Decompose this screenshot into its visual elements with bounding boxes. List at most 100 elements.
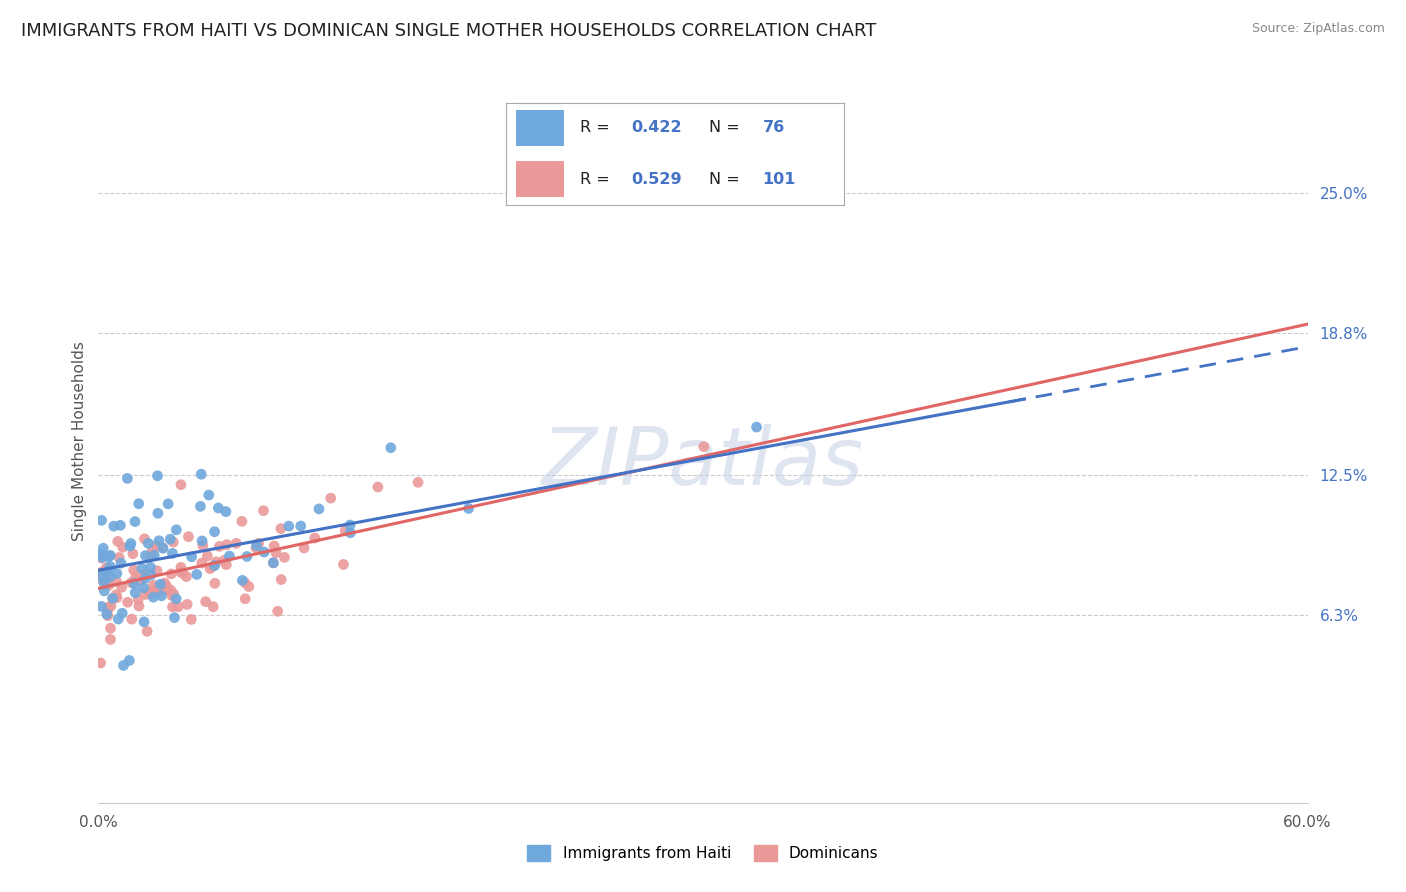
Point: [252, 504, 274, 518]
Point: [198, 488, 221, 502]
Point: [170, 560, 193, 574]
Point: [90, 573, 112, 587]
FancyBboxPatch shape: [516, 161, 564, 197]
Point: [108, 550, 131, 565]
Point: [107, 534, 129, 549]
Point: [204, 576, 226, 591]
Point: [105, 574, 128, 589]
Point: [160, 566, 183, 581]
Point: [107, 612, 129, 626]
Point: [105, 588, 128, 602]
Point: [277, 519, 299, 533]
Point: [231, 514, 253, 528]
Point: [165, 591, 187, 606]
Point: [176, 569, 198, 583]
Point: [117, 595, 139, 609]
Point: [146, 582, 169, 597]
Point: [186, 567, 208, 582]
Point: [100, 632, 122, 647]
Point: [165, 523, 187, 537]
Point: [146, 506, 169, 520]
Point: [90, 513, 112, 527]
Point: [149, 577, 172, 591]
Point: [264, 546, 287, 560]
Point: [266, 604, 288, 618]
Point: [152, 541, 174, 556]
Point: [90, 551, 112, 566]
Point: [122, 547, 145, 561]
Point: [105, 566, 128, 581]
Point: [304, 531, 326, 545]
Point: [91, 550, 114, 565]
Point: [128, 599, 150, 613]
Point: [162, 599, 184, 614]
Point: [142, 590, 165, 604]
Point: [124, 515, 146, 529]
Point: [380, 441, 402, 455]
Point: [131, 561, 153, 575]
Point: [146, 468, 169, 483]
Point: [121, 612, 143, 626]
Point: [96, 607, 118, 622]
Point: [91, 565, 114, 579]
Point: [96, 560, 118, 574]
Point: [148, 533, 170, 548]
Point: [152, 541, 174, 555]
Point: [198, 561, 221, 575]
Point: [262, 556, 284, 570]
Point: [202, 599, 225, 614]
Text: 0.422: 0.422: [631, 120, 682, 136]
Point: [335, 524, 357, 538]
Point: [89, 569, 111, 583]
Point: [134, 532, 156, 546]
Point: [190, 467, 212, 482]
Point: [162, 546, 184, 560]
Point: [98, 570, 121, 584]
Point: [110, 556, 132, 570]
Point: [745, 420, 768, 434]
Point: [457, 501, 479, 516]
Text: IMMIGRANTS FROM HAITI VS DOMINICAN SINGLE MOTHER HOUSEHOLDS CORRELATION CHART: IMMIGRANTS FROM HAITI VS DOMINICAN SINGL…: [21, 22, 876, 40]
Point: [169, 565, 191, 579]
Point: [262, 556, 284, 570]
Point: [90, 547, 112, 561]
Point: [139, 549, 162, 563]
Point: [150, 589, 173, 603]
Point: [141, 543, 163, 558]
Point: [134, 567, 156, 582]
Point: [339, 518, 361, 533]
Point: [97, 603, 120, 617]
Point: [139, 560, 162, 574]
Point: [122, 576, 145, 591]
Point: [245, 541, 267, 555]
Point: [290, 519, 312, 533]
Point: [93, 583, 115, 598]
Point: [134, 571, 156, 585]
Point: [134, 549, 156, 563]
Point: [138, 585, 160, 599]
Text: R =: R =: [581, 171, 616, 186]
Point: [236, 549, 259, 564]
Point: [118, 539, 141, 553]
Point: [201, 559, 224, 574]
Point: [319, 491, 342, 505]
Point: [215, 505, 238, 519]
Point: [145, 582, 167, 596]
Point: [142, 578, 165, 592]
Point: [172, 566, 194, 581]
Point: [233, 575, 256, 590]
Point: [120, 536, 142, 550]
Point: [170, 477, 193, 491]
Point: [215, 558, 238, 572]
Point: [204, 558, 226, 573]
Point: [693, 440, 716, 454]
Text: N =: N =: [709, 171, 745, 186]
Point: [101, 591, 124, 606]
Point: [97, 608, 120, 623]
Point: [128, 574, 150, 588]
Text: 101: 101: [762, 171, 796, 186]
Point: [204, 524, 226, 539]
Point: [212, 553, 235, 567]
Point: [149, 583, 172, 598]
Point: [191, 556, 214, 570]
